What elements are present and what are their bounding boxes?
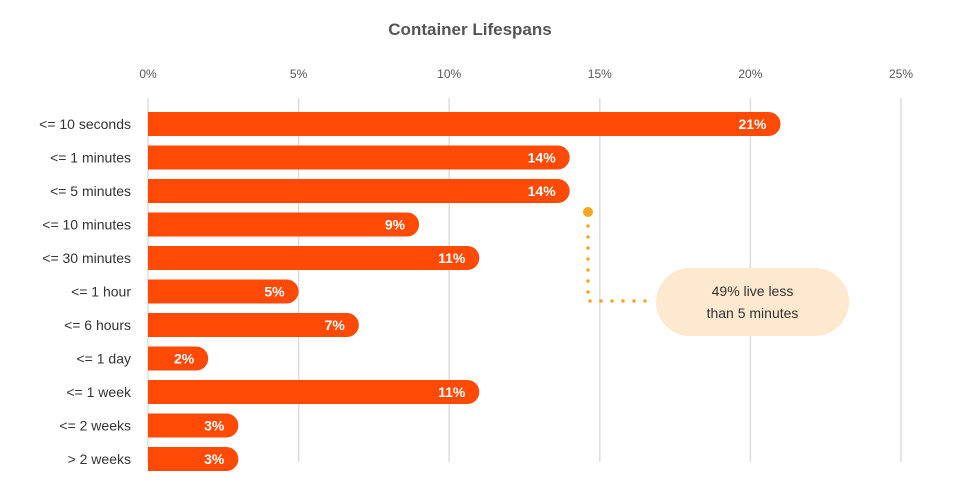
annotation-connector: [583, 207, 650, 303]
annotation-callout: 49% live less than 5 minutes: [656, 268, 849, 336]
data-label: 9%: [385, 217, 406, 233]
bar: [148, 413, 239, 438]
annotation-line-1: 49% live less: [711, 283, 794, 299]
chart-title: Container Lifespans: [388, 20, 552, 39]
category-label: <= 2 weeks: [59, 418, 131, 434]
data-label: 11%: [438, 250, 466, 266]
x-tick-label: 20%: [738, 67, 762, 81]
data-label: 11%: [438, 384, 466, 400]
category-label: <= 5 minutes: [50, 183, 131, 199]
data-label: 2%: [174, 351, 195, 367]
annotation-dotted-line: [586, 224, 650, 303]
annotation-dot: [583, 207, 593, 217]
bar: [148, 212, 420, 237]
category-label: <= 6 hours: [64, 317, 131, 333]
bar: [148, 179, 570, 203]
bar: [148, 279, 299, 304]
bars: 21% 14% 14% 9% 11% 5% 7% 2% 11% 3% 3%: [148, 112, 781, 471]
category-label: <= 1 hour: [71, 284, 131, 300]
data-label: 7%: [325, 317, 346, 333]
data-label: 5%: [264, 284, 285, 300]
x-tick-label: 25%: [889, 67, 913, 81]
bar: [148, 145, 570, 170]
data-label: 3%: [204, 418, 225, 434]
bar: [148, 313, 359, 337]
bar: [148, 346, 209, 371]
category-label: <= 10 minutes: [42, 217, 131, 233]
annotation-line-2: than 5 minutes: [706, 305, 799, 321]
data-label: 21%: [738, 116, 767, 132]
data-label: 14%: [528, 150, 557, 166]
bar: [148, 447, 239, 471]
category-labels: <= 10 seconds <= 1 minutes <= 5 minutes <= …: [39, 116, 132, 467]
category-label: <= 30 minutes: [42, 250, 131, 266]
x-axis-ticks: 0% 5% 10% 15% 20% 25%: [139, 67, 913, 81]
category-label: > 2 weeks: [68, 451, 131, 467]
category-label: <= 1 day: [77, 351, 132, 367]
bar: [148, 246, 480, 270]
x-tick-label: 5%: [290, 67, 308, 81]
category-label: <= 10 seconds: [39, 116, 131, 132]
x-tick-label: 10%: [437, 67, 461, 81]
data-label: 14%: [528, 183, 557, 199]
data-label: 3%: [204, 451, 225, 467]
x-tick-label: 0%: [139, 67, 157, 81]
bar: [148, 112, 781, 136]
category-label: <= 1 week: [66, 384, 132, 400]
bar: [148, 380, 480, 404]
x-tick-label: 15%: [588, 67, 612, 81]
category-label: <= 1 minutes: [50, 150, 131, 166]
